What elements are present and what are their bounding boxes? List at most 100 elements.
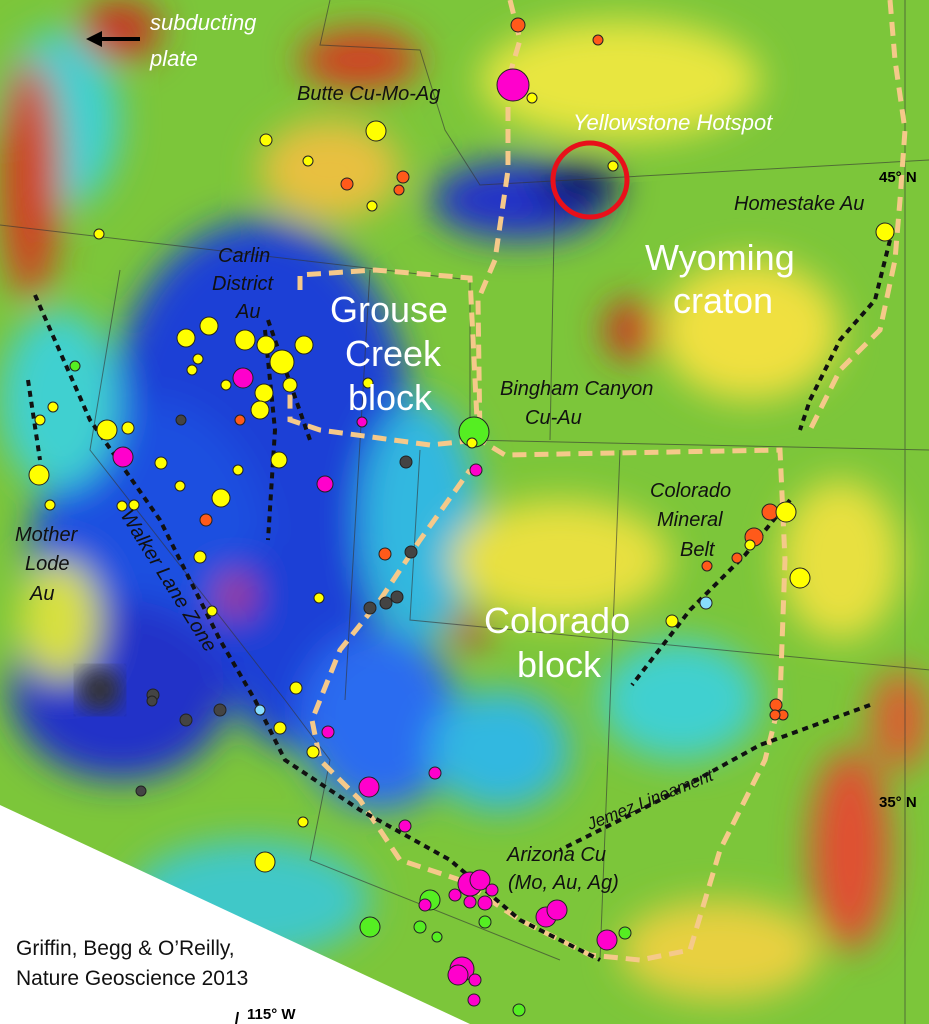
deposit-marker-au xyxy=(206,605,218,617)
lineaments xyxy=(26,239,892,962)
deposit-marker-other xyxy=(135,785,147,797)
label-arizona-1: Arizona Cu xyxy=(506,844,606,866)
velocity-anomaly xyxy=(220,575,250,615)
deposit-marker-au xyxy=(199,316,219,336)
deposit-marker-au xyxy=(273,721,287,735)
deposit-marker-au xyxy=(607,160,619,172)
label-subducting: subducting xyxy=(150,10,257,35)
label-arizona-2: (Mo, Au, Ag) xyxy=(508,872,619,894)
deposit-marker-au xyxy=(28,464,50,486)
deposit-marker-au xyxy=(47,401,59,413)
block-boundary-line xyxy=(287,267,481,448)
deposit-marker-mo xyxy=(396,170,410,184)
label-plate: plate xyxy=(149,46,198,71)
velocity-anomaly xyxy=(0,310,120,490)
deposit-marker-au xyxy=(250,400,270,420)
deposit-marker-cu xyxy=(468,973,482,987)
deposit-marker-mo xyxy=(378,547,392,561)
deposit-marker-au xyxy=(294,335,314,355)
deposit-marker-cu xyxy=(447,964,469,986)
deposit-marker-au xyxy=(744,539,756,551)
deposit-marker-cu xyxy=(467,993,481,1007)
deposit-marker-ag xyxy=(413,920,427,934)
deposit-marker-mo xyxy=(393,184,405,196)
velocity-anomaly xyxy=(605,300,655,360)
deposit-marker-au xyxy=(665,614,679,628)
label-carlin-2: District xyxy=(212,273,275,295)
deposit-marker-cu xyxy=(321,725,335,739)
label-colorado-2: block xyxy=(517,644,602,685)
deposit-marker-au xyxy=(259,133,273,147)
label-cmb-1: Colorado xyxy=(650,480,731,502)
deposit-marker-au xyxy=(256,335,276,355)
deposit-marker-au xyxy=(526,92,538,104)
velocity-anomaly xyxy=(300,630,460,810)
block-boundaries xyxy=(287,0,908,963)
deposit-marker-au xyxy=(270,451,288,469)
label-lon-115: 115° W xyxy=(247,1006,296,1023)
velocity-anomaly xyxy=(810,750,890,950)
deposit-marker-au xyxy=(297,816,309,828)
deposit-marker-other xyxy=(213,703,227,717)
deposit-marker-au xyxy=(366,200,378,212)
velocity-anomaly xyxy=(78,668,122,712)
deposit-marker-cu xyxy=(496,68,530,102)
deposit-marker-mo xyxy=(731,552,743,564)
deposit-marker-au xyxy=(362,377,374,389)
velocity-anomaly xyxy=(480,20,760,140)
deposit-marker-au xyxy=(174,480,186,492)
lineament-line xyxy=(559,703,871,852)
velocity-anomaly xyxy=(360,400,480,640)
deposit-marker-au xyxy=(289,681,303,695)
deposit-marker-cu xyxy=(469,463,483,477)
deposit-marker-au xyxy=(789,567,811,589)
deposit-marker-au xyxy=(192,353,204,365)
label-carlin-3: Au xyxy=(235,301,260,323)
label-motherlode-1: Mother xyxy=(15,524,79,546)
label-colorado-1: Colorado xyxy=(484,600,630,641)
deposit-marker-other xyxy=(179,713,193,727)
velocity-anomaly xyxy=(0,60,60,300)
label-wyoming-2: craton xyxy=(673,280,773,321)
deposit-marker-au xyxy=(96,419,118,441)
velocity-anomaly xyxy=(300,30,420,90)
deposit-marker-cu xyxy=(356,416,368,428)
deposit-marker-cu xyxy=(418,898,432,912)
block-boundary-line xyxy=(807,0,908,432)
label-carlin-1: Carlin xyxy=(218,245,270,267)
deposit-marker-other xyxy=(175,414,187,426)
label-grouse-1: Grouse xyxy=(330,289,448,330)
deposit-marker-mo xyxy=(510,17,526,33)
deposit-marker-cu xyxy=(485,883,499,897)
label-lat-35: 35° N xyxy=(879,794,917,811)
credit-panel xyxy=(0,805,470,1024)
deposit-marker-au xyxy=(365,120,387,142)
deposit-marker-au xyxy=(186,364,198,376)
deposit-marker-au xyxy=(313,592,325,604)
deposit-marker-cu xyxy=(596,929,618,951)
lineament-line xyxy=(33,294,601,962)
deposit-marker-cu xyxy=(463,895,477,909)
label-wyoming-1: Wyoming xyxy=(645,237,795,278)
deposit-marker-au xyxy=(44,499,56,511)
deposit-marker-au xyxy=(211,488,231,508)
label-motherlode-2: Lode xyxy=(25,553,70,575)
deposit-marker-cu xyxy=(316,475,334,493)
velocity-anomaly xyxy=(780,480,900,640)
deposit-marker-mo xyxy=(340,177,354,191)
velocity-anomaly xyxy=(660,260,840,400)
deposit-marker-other xyxy=(399,455,413,469)
deposit-marker-mo xyxy=(199,513,213,527)
credit-line-2: Nature Geoscience 2013 xyxy=(16,967,248,990)
lineament-line xyxy=(26,379,42,461)
label-lat-45: 45° N xyxy=(879,169,917,186)
deposit-marker-au xyxy=(302,155,314,167)
velocity-anomaly xyxy=(20,560,100,680)
deposit-marker-au xyxy=(116,500,128,512)
label-yellowstone: Yellowstone Hotspot xyxy=(573,110,773,135)
deposit-marker-au xyxy=(775,501,797,523)
deposit-marker-au xyxy=(193,550,207,564)
deposit-marker-cu xyxy=(398,819,412,833)
deposit-marker-ag xyxy=(512,1003,526,1017)
